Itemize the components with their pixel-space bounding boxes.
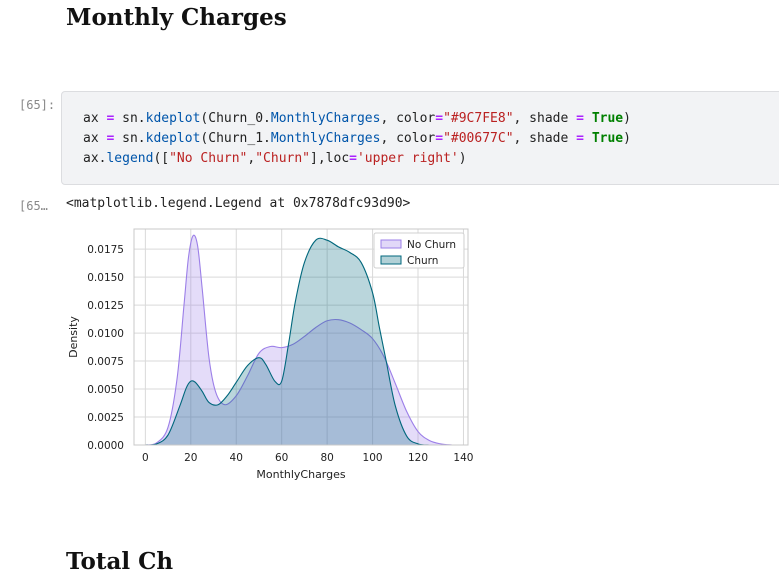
y-tick-label: 0.0100 xyxy=(87,328,124,340)
code-token: ],loc xyxy=(310,151,350,166)
y-tick-label: 0.0050 xyxy=(87,384,124,396)
code-token: ) xyxy=(623,131,631,146)
code-token: legend xyxy=(106,151,154,166)
x-tick-label: 20 xyxy=(184,452,197,464)
density-line-no-churn xyxy=(145,234,453,446)
legend-swatch xyxy=(380,255,402,265)
density-area-no-churn xyxy=(145,235,453,445)
code-token xyxy=(584,131,592,146)
x-tick-label: 40 xyxy=(230,452,243,464)
code-cell[interactable]: ax = sn.kdeplot(Churn_0.MonthlyCharges, … xyxy=(61,91,779,185)
grid xyxy=(134,229,468,446)
code-token xyxy=(584,111,592,126)
code-token: = xyxy=(576,131,584,146)
code-token: True xyxy=(591,111,624,126)
code-editor[interactable]: ax = sn.kdeplot(Churn_0.MonthlyCharges, … xyxy=(83,109,631,169)
chart-legend: No Churn Churn xyxy=(373,232,465,269)
code-token: , color xyxy=(380,111,436,126)
y-axis-label: Density xyxy=(67,316,80,358)
code-token: sn. xyxy=(114,131,146,146)
code-token: MonthlyCharges xyxy=(270,131,381,146)
legend-label: Churn xyxy=(407,255,438,267)
kde-plot: 0 20 40 60 80 100 120 140 0.00000.00250.00500.0… xyxy=(67,228,473,481)
code-token: ([ xyxy=(153,151,170,166)
code-token: "Churn" xyxy=(255,151,311,166)
code-token: ) xyxy=(623,111,631,126)
density-areas xyxy=(145,234,453,446)
code-token: , color xyxy=(380,131,436,146)
code-token: , shade xyxy=(513,131,577,146)
density-line-churn xyxy=(145,237,430,446)
section-heading: Monthly Charges xyxy=(66,4,287,31)
x-tick-label: 80 xyxy=(320,452,333,464)
code-token: 'upper right' xyxy=(356,151,459,166)
code-token: , xyxy=(247,151,256,166)
plot-frame xyxy=(133,228,469,446)
legend-box xyxy=(373,232,465,269)
y-tick-label: 0.0000 xyxy=(87,440,124,452)
code-token: MonthlyCharges xyxy=(270,111,381,126)
density-area-churn xyxy=(145,238,430,446)
code-token: ax xyxy=(83,111,107,126)
y-tick-label: 0.0075 xyxy=(87,356,124,368)
code-token: ax xyxy=(83,131,107,146)
code-token: ) xyxy=(458,151,467,166)
x-tick-label: 140 xyxy=(453,452,473,464)
x-tick-label: 60 xyxy=(275,452,288,464)
code-token: = xyxy=(576,111,584,126)
input-prompt: [65]: xyxy=(19,98,56,112)
code-token: = xyxy=(106,111,115,126)
y-tick-label: 0.0025 xyxy=(87,412,124,424)
x-tick-label: 120 xyxy=(408,452,428,464)
output-prompt: [65… xyxy=(19,199,48,213)
code-token: True xyxy=(591,131,624,146)
code-token: = xyxy=(435,131,444,146)
legend-label: No Churn xyxy=(407,239,456,251)
next-section-heading: Total Ch xyxy=(66,548,174,575)
code-token: , shade xyxy=(513,111,577,126)
code-token: "No Churn" xyxy=(169,151,248,166)
x-tick-label: 0 xyxy=(142,452,149,464)
legend-swatch xyxy=(380,239,402,249)
y-axis: 0.0000 0.0025 0.0050 0.0075 0.0100 0.0125 0.01… xyxy=(87,244,124,452)
code-token: (Churn_1. xyxy=(200,131,271,146)
x-axis: 0 20 40 60 80 100 120 140 xyxy=(142,452,473,464)
code-token: = xyxy=(349,151,357,166)
code-token: ax. xyxy=(83,151,107,166)
code-token: (Churn_0. xyxy=(200,111,271,126)
code-token: = xyxy=(435,111,444,126)
code-token: "#00677C" xyxy=(443,131,514,146)
x-tick-label: 100 xyxy=(363,452,383,464)
y-tick-label: 0.0125 xyxy=(87,300,124,312)
code-token: = xyxy=(106,131,115,146)
output-text: <matplotlib.legend.Legend at 0x7878dfc93… xyxy=(66,196,411,211)
code-token: kdeplot xyxy=(145,111,201,126)
code-token: sn. xyxy=(114,111,146,126)
y-tick-label: 0.0150 xyxy=(87,272,124,284)
y-tick-label: 0.0175 xyxy=(87,244,124,256)
code-token: "#9C7FE8" xyxy=(443,111,514,126)
x-axis-label: MonthlyCharges xyxy=(256,468,346,481)
code-token: kdeplot xyxy=(145,131,201,146)
